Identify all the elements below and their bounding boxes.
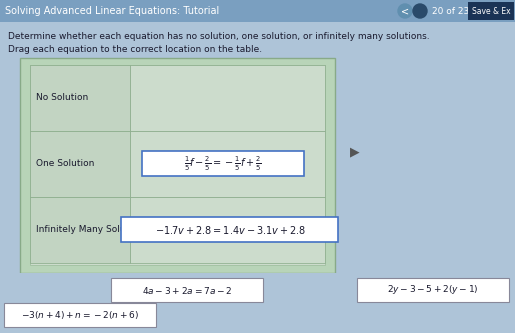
FancyBboxPatch shape (30, 131, 130, 197)
Text: $\frac{1}{5}f - \frac{2}{5} = -\frac{1}{5}f + \frac{2}{5}$: $\frac{1}{5}f - \frac{2}{5} = -\frac{1}{… (184, 155, 262, 173)
Text: One Solution: One Solution (36, 160, 94, 168)
FancyBboxPatch shape (0, 273, 515, 333)
Text: Infinitely Many Solutions: Infinitely Many Solutions (36, 225, 148, 234)
FancyBboxPatch shape (111, 278, 263, 302)
FancyBboxPatch shape (4, 303, 156, 327)
FancyBboxPatch shape (30, 65, 130, 131)
Text: Determine whether each equation has no solution, one solution, or infinitely man: Determine whether each equation has no s… (8, 32, 430, 41)
FancyBboxPatch shape (130, 197, 325, 263)
FancyBboxPatch shape (0, 0, 515, 22)
FancyBboxPatch shape (20, 58, 335, 273)
Text: $2y - 3 - 5 + 2(y - 1)$: $2y - 3 - 5 + 2(y - 1)$ (387, 283, 479, 296)
FancyBboxPatch shape (357, 278, 509, 302)
Text: $-3(n + 4) + n = -2(n + 6)$: $-3(n + 4) + n = -2(n + 6)$ (21, 309, 139, 321)
FancyBboxPatch shape (142, 151, 304, 176)
FancyBboxPatch shape (130, 65, 325, 131)
FancyBboxPatch shape (130, 131, 325, 197)
FancyBboxPatch shape (121, 217, 338, 242)
FancyBboxPatch shape (468, 2, 514, 20)
Text: No Solution: No Solution (36, 94, 88, 103)
FancyBboxPatch shape (30, 197, 130, 263)
Text: ▶: ▶ (350, 146, 359, 159)
Text: Solving Advanced Linear Equations: Tutorial: Solving Advanced Linear Equations: Tutor… (5, 6, 219, 16)
Text: Save & Ex: Save & Ex (472, 7, 510, 16)
Text: $-1.7v + 2.8 = 1.4v - 3.1v + 2.8$: $-1.7v + 2.8 = 1.4v - 3.1v + 2.8$ (154, 224, 305, 236)
FancyBboxPatch shape (0, 22, 515, 333)
Circle shape (413, 4, 427, 18)
Text: $4a - 3 + 2a = 7a - 2$: $4a - 3 + 2a = 7a - 2$ (142, 284, 232, 295)
Text: Drag each equation to the correct location on the table.: Drag each equation to the correct locati… (8, 45, 262, 54)
Circle shape (398, 4, 412, 18)
Text: 20 of 23: 20 of 23 (432, 7, 469, 16)
Text: <: < (401, 6, 409, 16)
FancyBboxPatch shape (30, 65, 325, 265)
